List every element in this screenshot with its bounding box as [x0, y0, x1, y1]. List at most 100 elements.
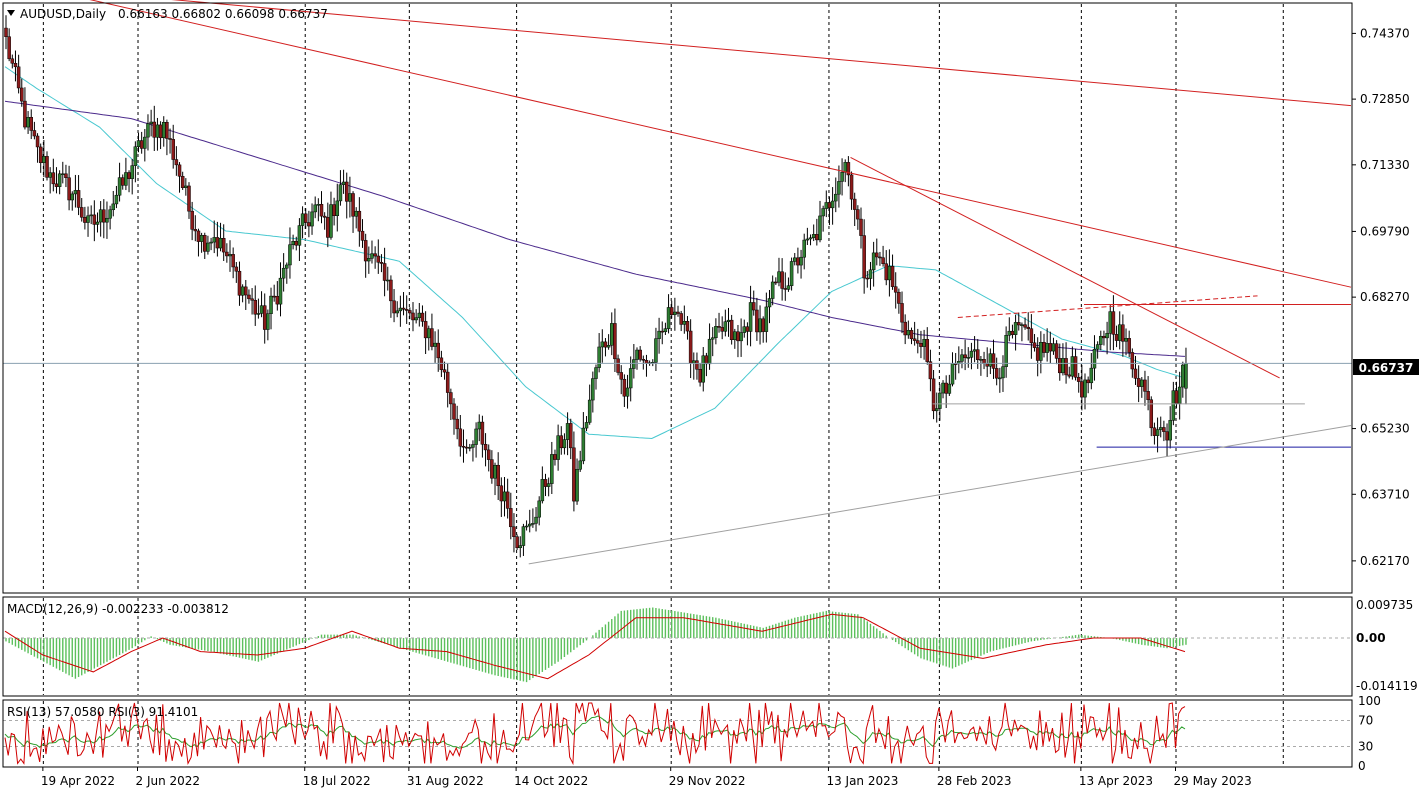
- candle-bear: [29, 117, 33, 131]
- candle-bull: [594, 367, 598, 379]
- candle-bear: [373, 253, 377, 257]
- candle-bull: [799, 256, 803, 266]
- candle-bear: [783, 288, 788, 290]
- candle-bull: [348, 193, 352, 202]
- candle-bear: [436, 342, 440, 359]
- candle-bear: [67, 177, 71, 201]
- candle-bull: [1013, 322, 1018, 335]
- candle-bull: [1001, 366, 1005, 379]
- candle-bear: [7, 36, 11, 60]
- candle-bull: [1140, 379, 1144, 387]
- candle-bear: [1042, 342, 1046, 353]
- candle-bear: [64, 173, 68, 178]
- candle-bull: [960, 354, 964, 362]
- candle-bear: [262, 305, 267, 330]
- candle-bull: [48, 172, 52, 178]
- candle-bear: [1152, 427, 1157, 436]
- candle-bear: [1073, 356, 1078, 378]
- candle-bear: [1054, 343, 1059, 359]
- candle-bull: [518, 545, 523, 549]
- candle-bear: [505, 491, 510, 509]
- candle-bull: [370, 253, 374, 259]
- candle-bear: [613, 323, 617, 360]
- candle-bear: [16, 66, 21, 89]
- candle-bull: [285, 264, 289, 269]
- candle-bull: [950, 363, 955, 385]
- candle-bear: [893, 286, 898, 293]
- candle-bull: [1124, 338, 1128, 342]
- candle-bear: [859, 218, 863, 236]
- candle-bear: [975, 349, 980, 360]
- candle-bear: [963, 354, 967, 359]
- candle-bear: [919, 342, 923, 347]
- candle-bear: [215, 237, 220, 249]
- candle-bull: [291, 241, 295, 245]
- candle-bull: [1070, 356, 1075, 377]
- candle-bear: [679, 313, 683, 325]
- candle-bull: [625, 387, 630, 397]
- candle-bull: [114, 194, 119, 205]
- candle-bear: [13, 63, 18, 68]
- candle-bull: [395, 310, 399, 314]
- candle-bear: [171, 139, 175, 160]
- price-axis-label: 0.74370: [1360, 26, 1410, 40]
- candle-bull: [830, 200, 835, 209]
- candle-bear: [1048, 343, 1053, 352]
- candle-bear: [351, 193, 355, 217]
- candle-bear: [852, 198, 857, 210]
- candle-bull: [707, 338, 712, 365]
- candle-bull: [57, 173, 62, 187]
- candle-bear: [1130, 352, 1135, 370]
- candle-bull: [199, 235, 204, 242]
- time-axis-label: 31 Aug 2022: [407, 774, 484, 788]
- candle-bear: [35, 135, 40, 148]
- candle-bull: [714, 326, 718, 339]
- candle-bear: [553, 454, 557, 460]
- price-axis-label: 0.72850: [1360, 92, 1410, 106]
- candle-bull: [1108, 311, 1112, 334]
- candle-bear: [253, 299, 257, 315]
- candle-bear: [272, 295, 276, 298]
- moving-averages: [4, 66, 1186, 440]
- candle-bull: [581, 427, 586, 462]
- candle-bear: [729, 319, 734, 340]
- candle-bull: [228, 254, 232, 257]
- candle-bull: [531, 523, 535, 525]
- candle-bear: [382, 263, 387, 281]
- candle-bull: [635, 349, 639, 360]
- time-axis-label: 29 Nov 2022: [669, 774, 746, 788]
- candle-bear: [319, 204, 324, 217]
- candle-bull: [98, 209, 103, 223]
- candle-bear: [916, 340, 920, 344]
- candle-bear: [944, 382, 948, 394]
- candle-bull: [89, 214, 93, 217]
- candle-bear: [1023, 324, 1027, 328]
- candle-bull: [288, 244, 292, 266]
- candle-bear: [231, 254, 235, 268]
- candle-bear: [925, 339, 930, 362]
- candle-bull: [805, 238, 810, 241]
- candle-bear: [452, 403, 456, 420]
- candle-bull: [1039, 342, 1043, 361]
- candle-bull: [149, 121, 153, 124]
- candle-bear: [187, 185, 191, 212]
- candle-bull: [673, 311, 677, 316]
- candle-bull: [1095, 344, 1100, 350]
- candle-bull: [821, 208, 825, 217]
- ohlc-label: 0.66163 0.66802 0.66098 0.66737: [118, 7, 328, 21]
- candle-bear: [669, 307, 674, 316]
- dropdown-arrow-icon[interactable]: [7, 10, 15, 16]
- price-tag-box: [1353, 359, 1419, 375]
- candle-bear: [1149, 399, 1154, 429]
- candle-bear: [685, 320, 690, 332]
- trendline: [850, 157, 1280, 379]
- candle-bull: [1171, 390, 1176, 421]
- candle-bear: [619, 372, 623, 380]
- candle-bull: [281, 267, 286, 279]
- candle-bull: [808, 237, 813, 240]
- candle-bull: [1099, 335, 1103, 345]
- candle-bull: [386, 279, 390, 282]
- candle-bull: [742, 326, 747, 333]
- macd-signal: [4, 613, 1186, 680]
